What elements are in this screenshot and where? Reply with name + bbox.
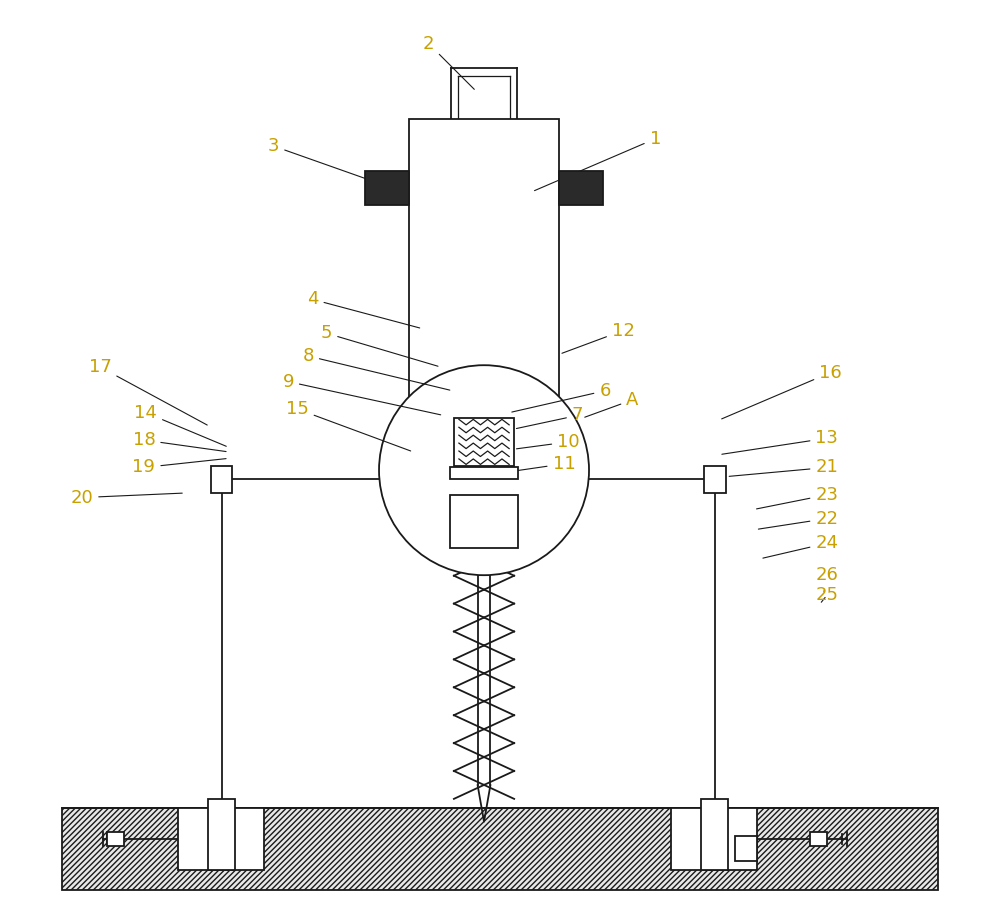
Text: 4: 4 xyxy=(307,290,420,328)
Bar xyxy=(704,466,726,493)
Text: 21: 21 xyxy=(729,458,838,477)
Text: 26: 26 xyxy=(815,566,838,592)
Text: 15: 15 xyxy=(286,400,411,451)
Text: 3: 3 xyxy=(268,137,392,188)
Bar xyxy=(454,418,514,466)
Circle shape xyxy=(379,365,589,575)
Text: 19: 19 xyxy=(132,458,226,477)
Text: 16: 16 xyxy=(722,363,842,419)
Bar xyxy=(735,836,757,861)
Bar xyxy=(450,467,518,479)
Text: 8: 8 xyxy=(303,347,450,390)
Bar xyxy=(365,171,409,205)
Bar xyxy=(559,171,603,205)
Bar xyxy=(178,808,264,870)
Text: 17: 17 xyxy=(89,358,207,425)
Bar xyxy=(62,808,938,890)
Text: 2: 2 xyxy=(423,35,474,89)
Bar xyxy=(701,799,728,870)
Text: 23: 23 xyxy=(757,486,838,509)
Text: 25: 25 xyxy=(815,586,838,604)
Text: 13: 13 xyxy=(722,429,838,455)
Bar xyxy=(107,832,124,846)
Text: 1: 1 xyxy=(535,130,661,191)
Text: 10: 10 xyxy=(516,433,580,451)
Bar xyxy=(211,466,232,493)
Bar xyxy=(208,799,235,870)
Bar xyxy=(671,808,757,870)
Bar xyxy=(810,832,827,846)
Text: 9: 9 xyxy=(282,373,441,415)
Text: 20: 20 xyxy=(70,488,182,507)
Text: 22: 22 xyxy=(758,509,838,530)
Text: 12: 12 xyxy=(562,321,635,353)
Bar xyxy=(409,119,559,425)
Text: 18: 18 xyxy=(133,431,226,452)
Text: 24: 24 xyxy=(763,534,838,558)
Text: 6: 6 xyxy=(512,382,611,412)
Text: A: A xyxy=(585,391,639,417)
Text: 7: 7 xyxy=(516,406,583,428)
Bar xyxy=(450,495,518,548)
Text: 5: 5 xyxy=(321,324,438,366)
Text: 14: 14 xyxy=(134,404,226,446)
Text: 11: 11 xyxy=(516,455,575,473)
